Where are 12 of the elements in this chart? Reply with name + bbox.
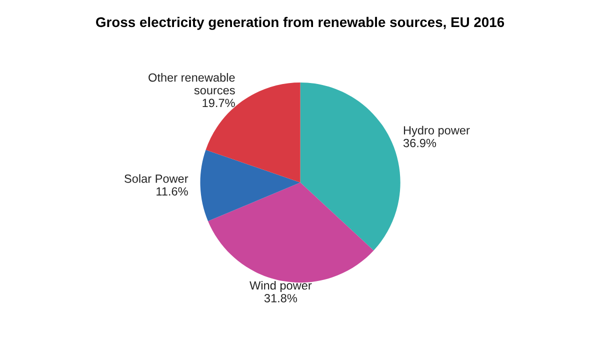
pie-slice (300, 82, 400, 251)
data-label: 19.7% (202, 98, 235, 108)
pie-slice (208, 182, 374, 283)
slice-label: Hydro power (404, 126, 470, 137)
data-label: 11.6% (156, 187, 188, 196)
slice-label: Solar Power (124, 174, 188, 183)
data-label: 31.8% (264, 294, 298, 302)
pie-slice (200, 150, 300, 222)
data-label: 36.9% (403, 138, 436, 148)
chart-title: Gross electricity generation from renewable sources, EU 2016 (96, 16, 504, 30)
slice-label: Wind power (250, 280, 312, 292)
slice-label: Other renewable sources (148, 73, 235, 94)
